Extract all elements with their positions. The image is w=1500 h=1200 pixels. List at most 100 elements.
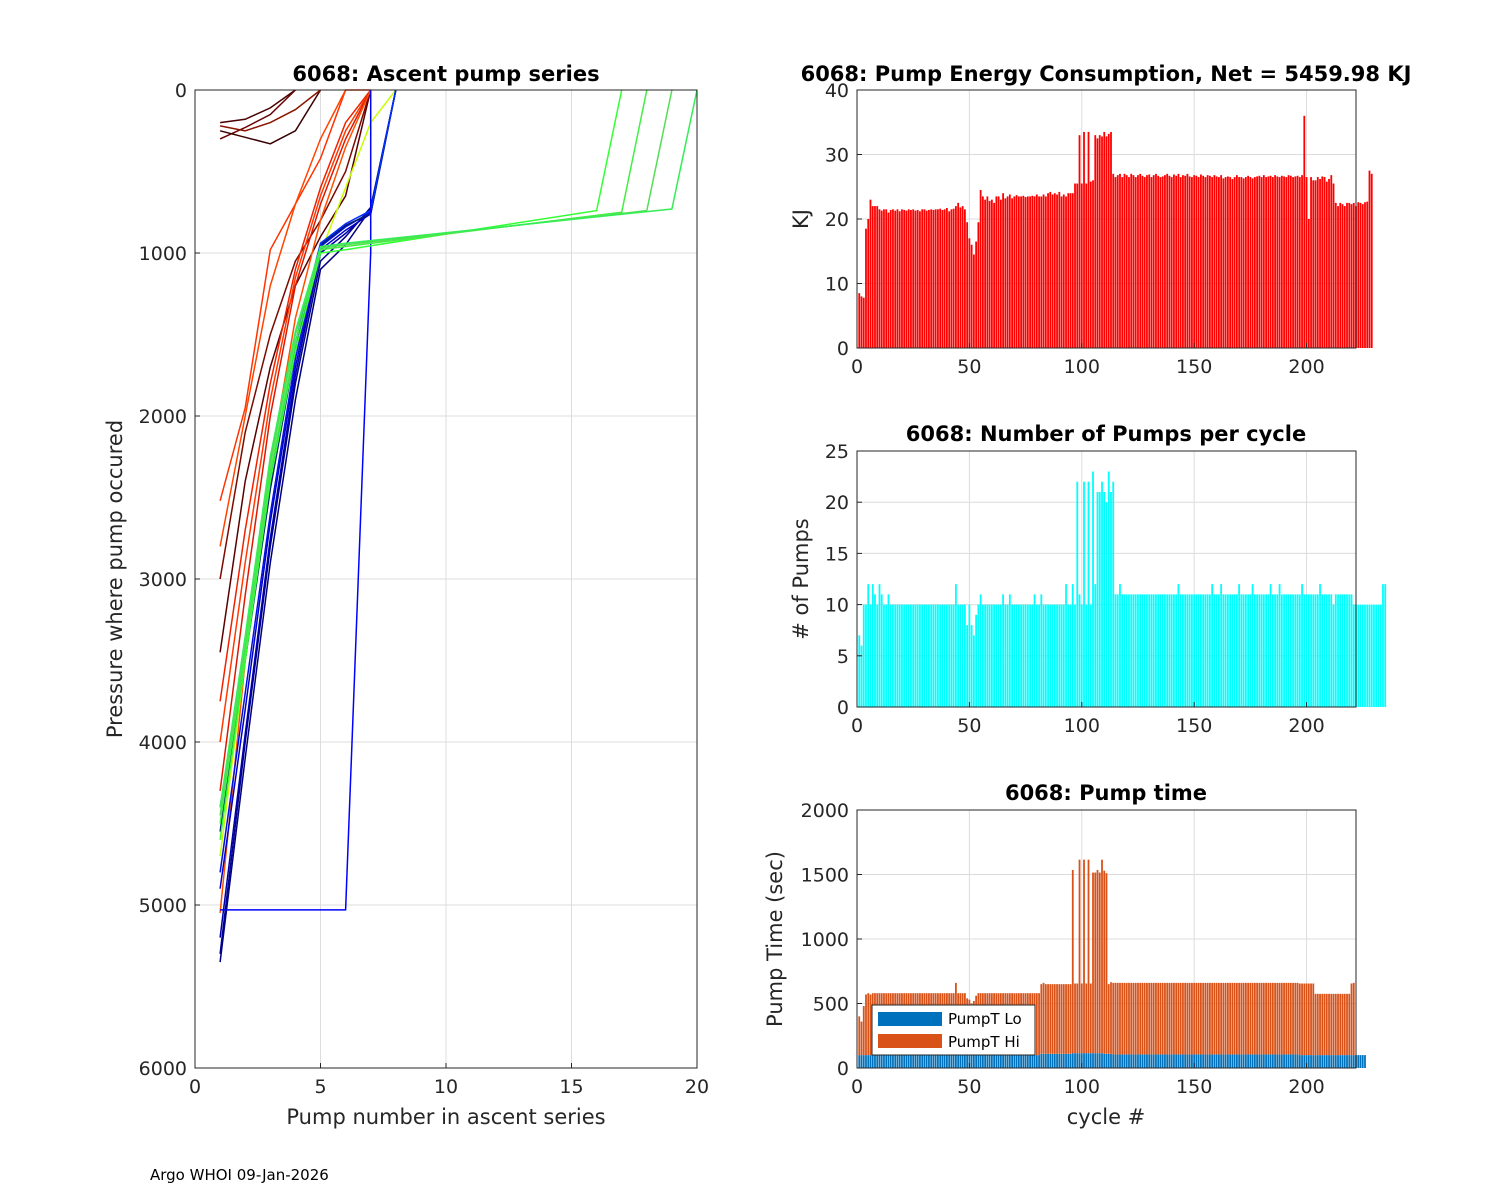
bar (979, 189, 982, 348)
bar (916, 209, 919, 348)
bar-pumpt-hi (1271, 982, 1274, 1055)
bar-pumpt-lo (950, 1055, 953, 1068)
bar (1186, 594, 1189, 707)
bar-pumpt-lo (1067, 1053, 1070, 1068)
bar (988, 604, 991, 707)
bar-pumpt-lo (1152, 1054, 1155, 1068)
bar-pumpt-lo (939, 1055, 942, 1068)
bar (1332, 183, 1335, 348)
bar (1074, 604, 1076, 707)
legend-label-lo: PumpT Lo (948, 1010, 1022, 1028)
bar (1265, 177, 1267, 348)
bar-pumpt-lo (988, 1055, 991, 1068)
bar (1209, 594, 1211, 707)
bar-pumpt-hi (1303, 983, 1306, 1056)
bar-pumpt-lo (1125, 1054, 1128, 1068)
bar (952, 208, 955, 348)
bar-pumpt-hi (1343, 993, 1346, 1056)
bar (894, 210, 897, 348)
bar-pumpt-hi (1170, 982, 1173, 1055)
bar-pumpt-hi (1132, 982, 1135, 1055)
y-tick-label: 1500 (801, 865, 849, 887)
bar (1020, 604, 1022, 707)
bar (948, 211, 951, 348)
bar (905, 604, 908, 707)
bar (1373, 604, 1375, 707)
bar-pumpt-lo (1278, 1054, 1281, 1068)
bar (1375, 604, 1378, 707)
bar-pumpt-lo (914, 1055, 917, 1068)
bar (1303, 115, 1306, 348)
bar-pumpt-lo (860, 1055, 863, 1068)
bar (1262, 594, 1265, 707)
bar-pumpt-hi (1141, 982, 1144, 1055)
bar (1179, 594, 1182, 707)
bar (1026, 196, 1029, 348)
bar-pumpt-lo (959, 1055, 962, 1068)
bar-pumpt-hi (1089, 983, 1092, 1054)
bar-pumpt-lo (1173, 1054, 1175, 1068)
bar (1323, 177, 1326, 348)
bar (878, 584, 881, 707)
bar (995, 196, 998, 348)
bar-pumpt-lo (1159, 1054, 1162, 1068)
bar-pumpt-lo (1022, 1055, 1025, 1068)
bar-pumpt-lo (968, 1055, 971, 1068)
bar (885, 209, 888, 348)
bar-pumpt-hi (1348, 993, 1351, 1056)
bar (1159, 594, 1162, 707)
bar (1242, 594, 1245, 707)
bar-pumpt-lo (937, 1055, 939, 1068)
bar (1103, 491, 1106, 707)
y-tick-label: 0 (837, 338, 849, 360)
bar (921, 604, 924, 707)
bar (1152, 594, 1155, 707)
bar (1026, 604, 1029, 707)
bar-pumpt-hi (1328, 993, 1330, 1056)
bar (1182, 175, 1184, 348)
bar (1056, 194, 1058, 348)
bar (1067, 604, 1070, 707)
series-line-red-3 (219, 89, 372, 702)
bar (1357, 202, 1360, 348)
x-tick-label: 0 (851, 715, 863, 737)
bar (874, 594, 876, 707)
bar (865, 228, 867, 348)
bar (952, 604, 955, 707)
bar (979, 594, 982, 707)
y-tick-label: 1000 (139, 243, 187, 265)
bar-pumpt-hi (1146, 982, 1148, 1055)
bar-pumpt-lo (1253, 1054, 1256, 1068)
bar (1366, 604, 1369, 707)
bar-pumpt-hi (1262, 982, 1265, 1055)
bar-pumpt-hi (1085, 983, 1088, 1054)
bar-pumpt-hi (1056, 984, 1058, 1054)
bar-pumpt-lo (946, 1055, 948, 1068)
y-tick-label: 0 (837, 697, 849, 719)
bar-pumpt-lo (1065, 1053, 1067, 1068)
bar-pumpt-hi (862, 1006, 865, 1056)
bar-pumpt-lo (1123, 1054, 1126, 1068)
bar-pumpt-hi (1312, 983, 1315, 1056)
bar-pumpt-lo (934, 1055, 937, 1068)
bar-pumpt-hi (1211, 982, 1214, 1055)
bar (1339, 594, 1342, 707)
bar-pumpt-lo (1074, 1053, 1076, 1068)
bar-pumpt-lo (876, 1055, 879, 1068)
bar (970, 244, 973, 348)
bar (862, 604, 865, 707)
bar-pumpt-lo (1231, 1054, 1234, 1068)
bar-pumpt-lo (1155, 1054, 1157, 1068)
bar-pumpt-lo (1193, 1054, 1196, 1068)
bar (943, 604, 946, 707)
bar-pumpt-lo (1170, 1054, 1173, 1068)
bar (876, 206, 879, 348)
bar-pumpt-lo (894, 1055, 897, 1068)
bar (1132, 175, 1135, 348)
bar (1289, 594, 1292, 707)
bar (930, 209, 933, 348)
bar (961, 206, 964, 348)
bar (1294, 594, 1297, 707)
bar-pumpt-lo (1161, 1054, 1164, 1068)
